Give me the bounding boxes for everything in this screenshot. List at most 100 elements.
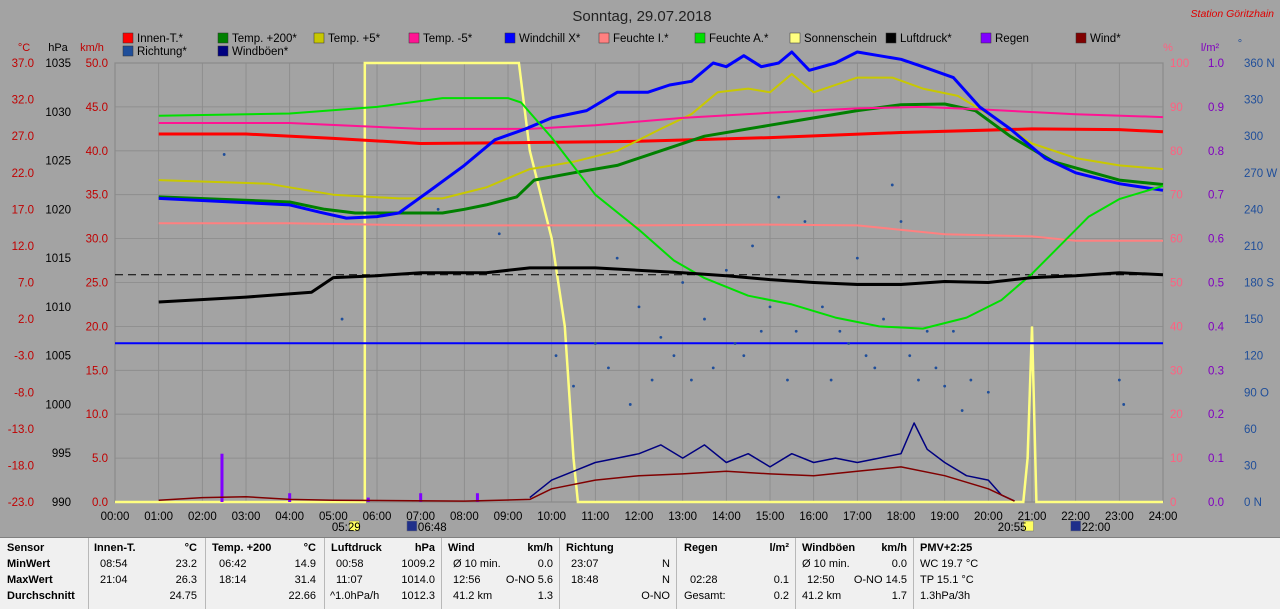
pmv-dewpoint: TP 15.1 °C [920, 574, 974, 586]
legend-label-8: Luftdruck* [900, 33, 952, 45]
direction-point-5 [572, 384, 575, 388]
label-min: MinWert [7, 558, 51, 570]
pressure-axis-tick-7: 1000 [45, 399, 71, 411]
direction-point-22 [759, 329, 763, 333]
label-sensor: Sensor [7, 542, 45, 554]
direction-point-7 [607, 366, 610, 370]
boeen-title: Windböen [802, 542, 856, 554]
legend-swatch-11 [122, 45, 134, 57]
speed-axis-tick-6: 20.0 [86, 321, 108, 333]
series-line-3 [158, 105, 1164, 130]
x-tick-4: 04:00 [275, 511, 304, 523]
temp-axis-tick-5: 12.0 [12, 241, 34, 253]
temp-axis-tick-6: 7.0 [18, 278, 34, 290]
humidity-axis-tick-4: 60 [1170, 234, 1183, 246]
direction-point-3 [497, 232, 501, 236]
richtung-avg-val: O-NO [641, 590, 670, 602]
pmv-pressure-trend: 1.3hPa/3h [920, 590, 971, 602]
rain-axis-tick-4: 0.6 [1208, 234, 1224, 246]
x-marker-1: 06:48 [418, 522, 447, 534]
temp-axis-tick-2: 27.0 [12, 131, 34, 143]
direction-point-37 [890, 183, 894, 187]
boeen-block: Windböen km/h Ø 10 min. 0.0 12:50 O-NO 14.5… [795, 538, 914, 609]
temp-axis-tick-10: -13.0 [8, 424, 34, 436]
temp200-min-time: 06:42 [219, 558, 247, 570]
druck-min-time: 00:58 [336, 558, 364, 570]
pressure-axis-tick-4: 1015 [45, 253, 71, 265]
direction-axis-tick-3: 270 W [1244, 168, 1277, 180]
rain-axis-tick-1: 0.9 [1208, 102, 1224, 114]
temp-axis-tick-0: 37.0 [12, 58, 34, 70]
regen-total-val: 0.2 [773, 590, 789, 602]
direction-point-34 [864, 354, 868, 358]
x-tick-18: 18:00 [887, 511, 916, 523]
axes: 37.0 32.0 27.0 22.0 17.0 12.0 7.0 2.0 -3.0 -8.0 -1… [8, 58, 1278, 534]
pressure-axis-tick-6: 1005 [45, 351, 71, 363]
richtung-max-time: 18:48 [571, 574, 599, 586]
legend-swatch-4 [504, 32, 516, 44]
direction-point-40 [917, 378, 920, 382]
rain-axis-tick-7: 0.3 [1208, 365, 1224, 377]
direction-axis-tick-2: 300 [1244, 131, 1263, 143]
rain-axis-tick-6: 0.4 [1208, 321, 1225, 333]
direction-point-13 [672, 354, 676, 358]
druck-min-val: 1009.2 [401, 558, 435, 570]
rain-axis-tick-2: 0.8 [1208, 146, 1224, 158]
direction-point-21 [751, 244, 754, 248]
wind-max-time: 12:56 [453, 574, 481, 586]
direction-point-19 [733, 342, 737, 345]
rain-axis-tick-0: 1.0 [1208, 58, 1224, 70]
druck-max-time: 11:07 [336, 574, 363, 586]
series-line-8 [529, 422, 1015, 502]
humidity-axis-tick-2: 80 [1170, 146, 1183, 158]
direction-point-11 [650, 378, 654, 382]
direction-point-10 [637, 305, 641, 309]
innen-block: Innen-T. °C 08:54 23.2 21:04 26.3 24.75 [88, 538, 206, 609]
innen-max-time: 21:04 [100, 574, 128, 586]
regen-title: Regen [684, 542, 718, 554]
temp-axis-tick-7: 2.0 [18, 314, 34, 326]
sun-icon-2 [1023, 520, 1034, 532]
humidity-axis-tick-5: 50 [1170, 278, 1183, 290]
innen-min-time: 08:54 [100, 558, 128, 570]
speed-axis-tick-3: 35.0 [86, 190, 108, 202]
series-line-0 [158, 127, 1164, 145]
legend-swatch-12 [217, 45, 229, 57]
direction-point-27 [803, 220, 807, 223]
direction-point-0 [222, 153, 226, 156]
druck-title: Luftdruck [331, 542, 382, 554]
wind-max-val: O-NO 5.6 [505, 574, 553, 586]
x-tick-9: 09:00 [494, 511, 523, 523]
direction-axis-tick-4: 240 [1244, 204, 1263, 216]
direction-point-8 [615, 256, 619, 260]
x-tick-17: 17:00 [843, 511, 872, 523]
pmv-block: PMV+2:25 WC 19.7 °C TP 15.1 °C 1.3hPa/3h [913, 538, 1033, 609]
direction-axis-tick-10: 60 [1244, 424, 1257, 436]
direction-point-32 [847, 342, 850, 345]
direction-point-15 [690, 378, 693, 382]
direction-axis-tick-8: 120 [1244, 351, 1263, 363]
direction-point-9 [628, 403, 632, 406]
x-tick-12: 12:00 [625, 511, 654, 523]
innen-max-val: 26.3 [175, 574, 197, 586]
legend-label-12: Windböen* [232, 46, 289, 58]
boeen-avg10-label: Ø 10 min. [802, 558, 850, 570]
pmv-title: PMV+2:25 [920, 542, 973, 554]
direction-point-46 [969, 378, 973, 382]
x-marker-3: 22:00 [1082, 522, 1111, 534]
series-line-4 [158, 50, 1164, 220]
series-line-7 [158, 266, 1164, 304]
x-tick-22: 22:00 [1061, 511, 1090, 523]
pressure-axis-tick-5: 1010 [45, 302, 71, 314]
x-tick-11: 11:00 [581, 511, 609, 523]
direction-point-16 [703, 317, 706, 321]
rain-axis-tick-5: 0.5 [1208, 278, 1224, 290]
rain-axis-header: l/m² [1201, 42, 1220, 54]
direction-axis-tick-11: 30 [1244, 460, 1257, 472]
speed-axis-tick-7: 15.0 [86, 365, 108, 377]
direction-axis-header: ° [1238, 38, 1242, 50]
temp200-max-time: 18:14 [219, 574, 247, 586]
direction-point-26 [794, 329, 798, 333]
sunshine-line [115, 61, 1163, 504]
richtung-max-val: N [662, 574, 670, 586]
